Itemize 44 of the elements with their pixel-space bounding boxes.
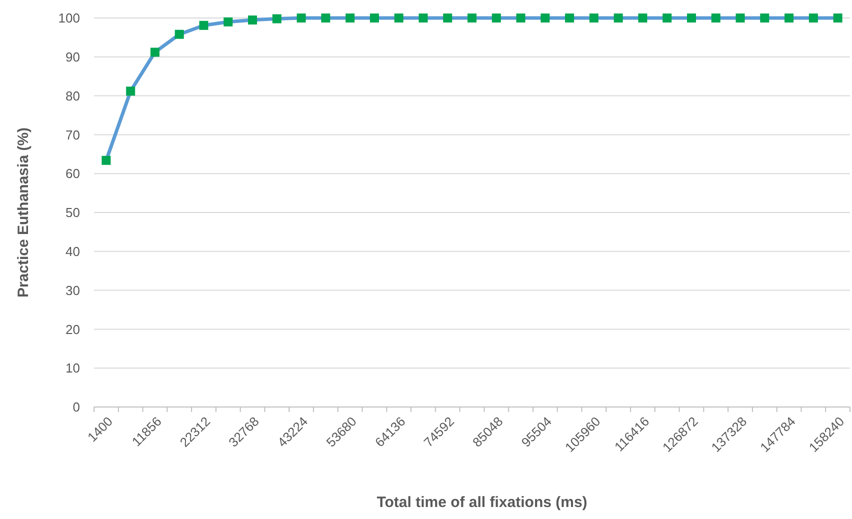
- y-tick-label: 70: [66, 127, 80, 142]
- point: [224, 17, 233, 26]
- y-tick-label: 20: [66, 322, 80, 337]
- y-axis-title: Practice Euthanasia (%): [15, 127, 32, 298]
- point: [468, 14, 476, 22]
- point: [711, 14, 720, 22]
- point: [540, 14, 550, 22]
- y-tick-label: 40: [66, 244, 80, 259]
- point: [394, 14, 404, 22]
- point: [321, 14, 330, 22]
- point: [443, 14, 452, 22]
- point: [150, 48, 160, 57]
- y-tick-label: 90: [66, 49, 80, 64]
- point: [418, 14, 428, 22]
- x-axis-title: Total time of all fixations (ms): [376, 494, 588, 511]
- y-tick-label: 50: [66, 205, 80, 220]
- point: [614, 14, 623, 22]
- point: [199, 20, 208, 30]
- point: [492, 14, 501, 22]
- point: [102, 156, 111, 165]
- point: [296, 14, 306, 22]
- point: [248, 15, 258, 24]
- y-tick-label: 60: [66, 166, 80, 182]
- y-tick-label: 80: [66, 88, 80, 104]
- point: [638, 14, 648, 22]
- y-tick-label: 0: [72, 400, 80, 415]
- point: [662, 14, 672, 22]
- point: [126, 86, 136, 96]
- y-tick-label: 100: [58, 10, 80, 26]
- point: [565, 14, 574, 22]
- point: [736, 14, 745, 22]
- y-tick-label: 30: [66, 282, 80, 298]
- y-tick-label: 10: [66, 360, 80, 376]
- point: [833, 14, 842, 22]
- point: [784, 14, 794, 22]
- point: [589, 14, 598, 22]
- point: [174, 30, 184, 39]
- point: [760, 14, 770, 22]
- point: [370, 14, 379, 22]
- point: [686, 14, 696, 22]
- point: [346, 14, 355, 22]
- point: [272, 14, 282, 24]
- point: [516, 14, 526, 22]
- point: [808, 14, 818, 22]
